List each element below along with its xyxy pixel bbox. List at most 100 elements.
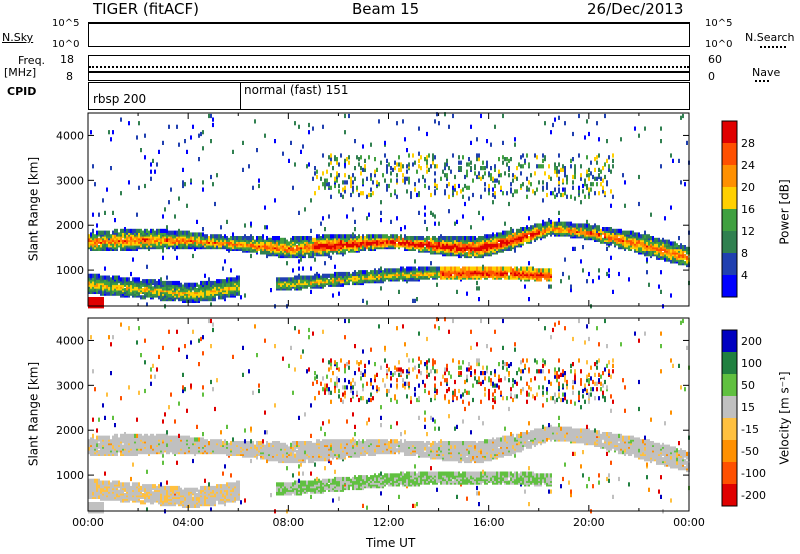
power-cell — [466, 252, 468, 257]
power-cell — [190, 178, 192, 183]
power-cell — [314, 273, 316, 278]
power-cell — [454, 273, 456, 278]
power-cell — [448, 266, 450, 271]
power-cell — [432, 212, 434, 217]
power-cell — [384, 140, 386, 145]
power-cell — [296, 275, 298, 280]
power-cell — [354, 219, 356, 224]
power-cell — [292, 268, 294, 273]
power-cell — [192, 282, 194, 287]
power-cell — [570, 288, 572, 293]
power-cell — [596, 176, 598, 181]
power-cell — [476, 286, 478, 291]
power-cell — [636, 232, 638, 237]
power-cell — [528, 270, 530, 275]
power-cell — [612, 228, 614, 233]
power-cell — [104, 275, 106, 280]
power-cell — [264, 225, 266, 230]
power-cell — [318, 185, 320, 190]
power-cell — [506, 157, 508, 162]
power-cell — [352, 243, 354, 248]
power-cell — [668, 239, 670, 244]
power-cell — [414, 236, 416, 241]
power-cell — [418, 236, 420, 241]
power-cell — [454, 221, 456, 226]
power-cell — [434, 155, 436, 160]
power-cell — [480, 194, 482, 199]
velocity-cell — [98, 484, 100, 489]
power-cell — [588, 187, 590, 192]
power-cell — [504, 171, 506, 176]
power-cell — [410, 266, 412, 271]
power-cell — [90, 273, 92, 278]
power-cell — [210, 280, 212, 286]
power-cell — [308, 236, 310, 241]
power-cell — [550, 268, 552, 273]
power-cell — [612, 153, 614, 158]
power-cell — [540, 164, 542, 169]
power-cell — [324, 178, 326, 183]
power-cell — [470, 166, 472, 171]
power-cell — [434, 236, 436, 241]
power-cell — [476, 174, 478, 180]
power-cell — [400, 162, 402, 167]
power-cell — [542, 180, 544, 185]
power-cell — [338, 234, 340, 239]
power-cell — [156, 162, 158, 167]
power-cell — [676, 243, 678, 248]
power-cell — [516, 228, 518, 233]
power-cell — [544, 171, 546, 176]
power-cell — [322, 153, 324, 158]
power-cell — [390, 171, 392, 176]
power-cell — [484, 171, 486, 176]
velocity-cell — [98, 494, 100, 499]
power-cell — [190, 232, 192, 237]
power-cell — [94, 234, 96, 239]
power-cell — [464, 201, 466, 207]
power-cell — [330, 157, 332, 162]
nsky-tick-bottom: 10^0 — [52, 39, 80, 50]
power-cell — [408, 236, 410, 241]
power-cell — [566, 221, 568, 226]
power-cell — [400, 275, 402, 280]
power-cell — [348, 271, 350, 277]
power-cell — [142, 239, 144, 244]
power-cell — [362, 298, 364, 303]
power-cell — [166, 284, 168, 289]
power-cell — [396, 268, 398, 273]
power-cell — [402, 173, 404, 178]
power-cell — [414, 266, 416, 271]
power-cell — [546, 192, 548, 198]
power-cell — [474, 266, 476, 271]
power-cell — [528, 261, 530, 266]
power-cell — [150, 279, 152, 284]
power-cell — [396, 243, 398, 248]
power-cell — [638, 174, 640, 180]
power-cell — [252, 236, 254, 241]
power-cell — [478, 241, 480, 246]
power-cell — [152, 228, 154, 233]
power-cell — [544, 121, 546, 126]
power-cell — [476, 280, 478, 286]
power-cell — [192, 253, 194, 259]
power-cell — [202, 187, 204, 192]
power-cell — [372, 234, 374, 239]
power-cell — [414, 259, 416, 264]
power-cell — [242, 140, 244, 145]
power-cell — [660, 289, 662, 294]
power-cell — [370, 234, 372, 239]
power-cell — [116, 228, 118, 233]
power-cell — [198, 297, 200, 302]
power-cell — [670, 293, 672, 298]
power-cell — [292, 236, 294, 241]
power-cell — [580, 176, 582, 181]
power-cell — [396, 178, 398, 183]
power-cell — [378, 182, 380, 187]
power-cell — [366, 300, 368, 305]
power-cell — [144, 183, 146, 189]
power-cell — [334, 176, 336, 181]
power-cell — [140, 236, 142, 241]
power-cell — [480, 166, 482, 171]
power-cell — [160, 228, 162, 233]
power-cell — [558, 169, 560, 174]
